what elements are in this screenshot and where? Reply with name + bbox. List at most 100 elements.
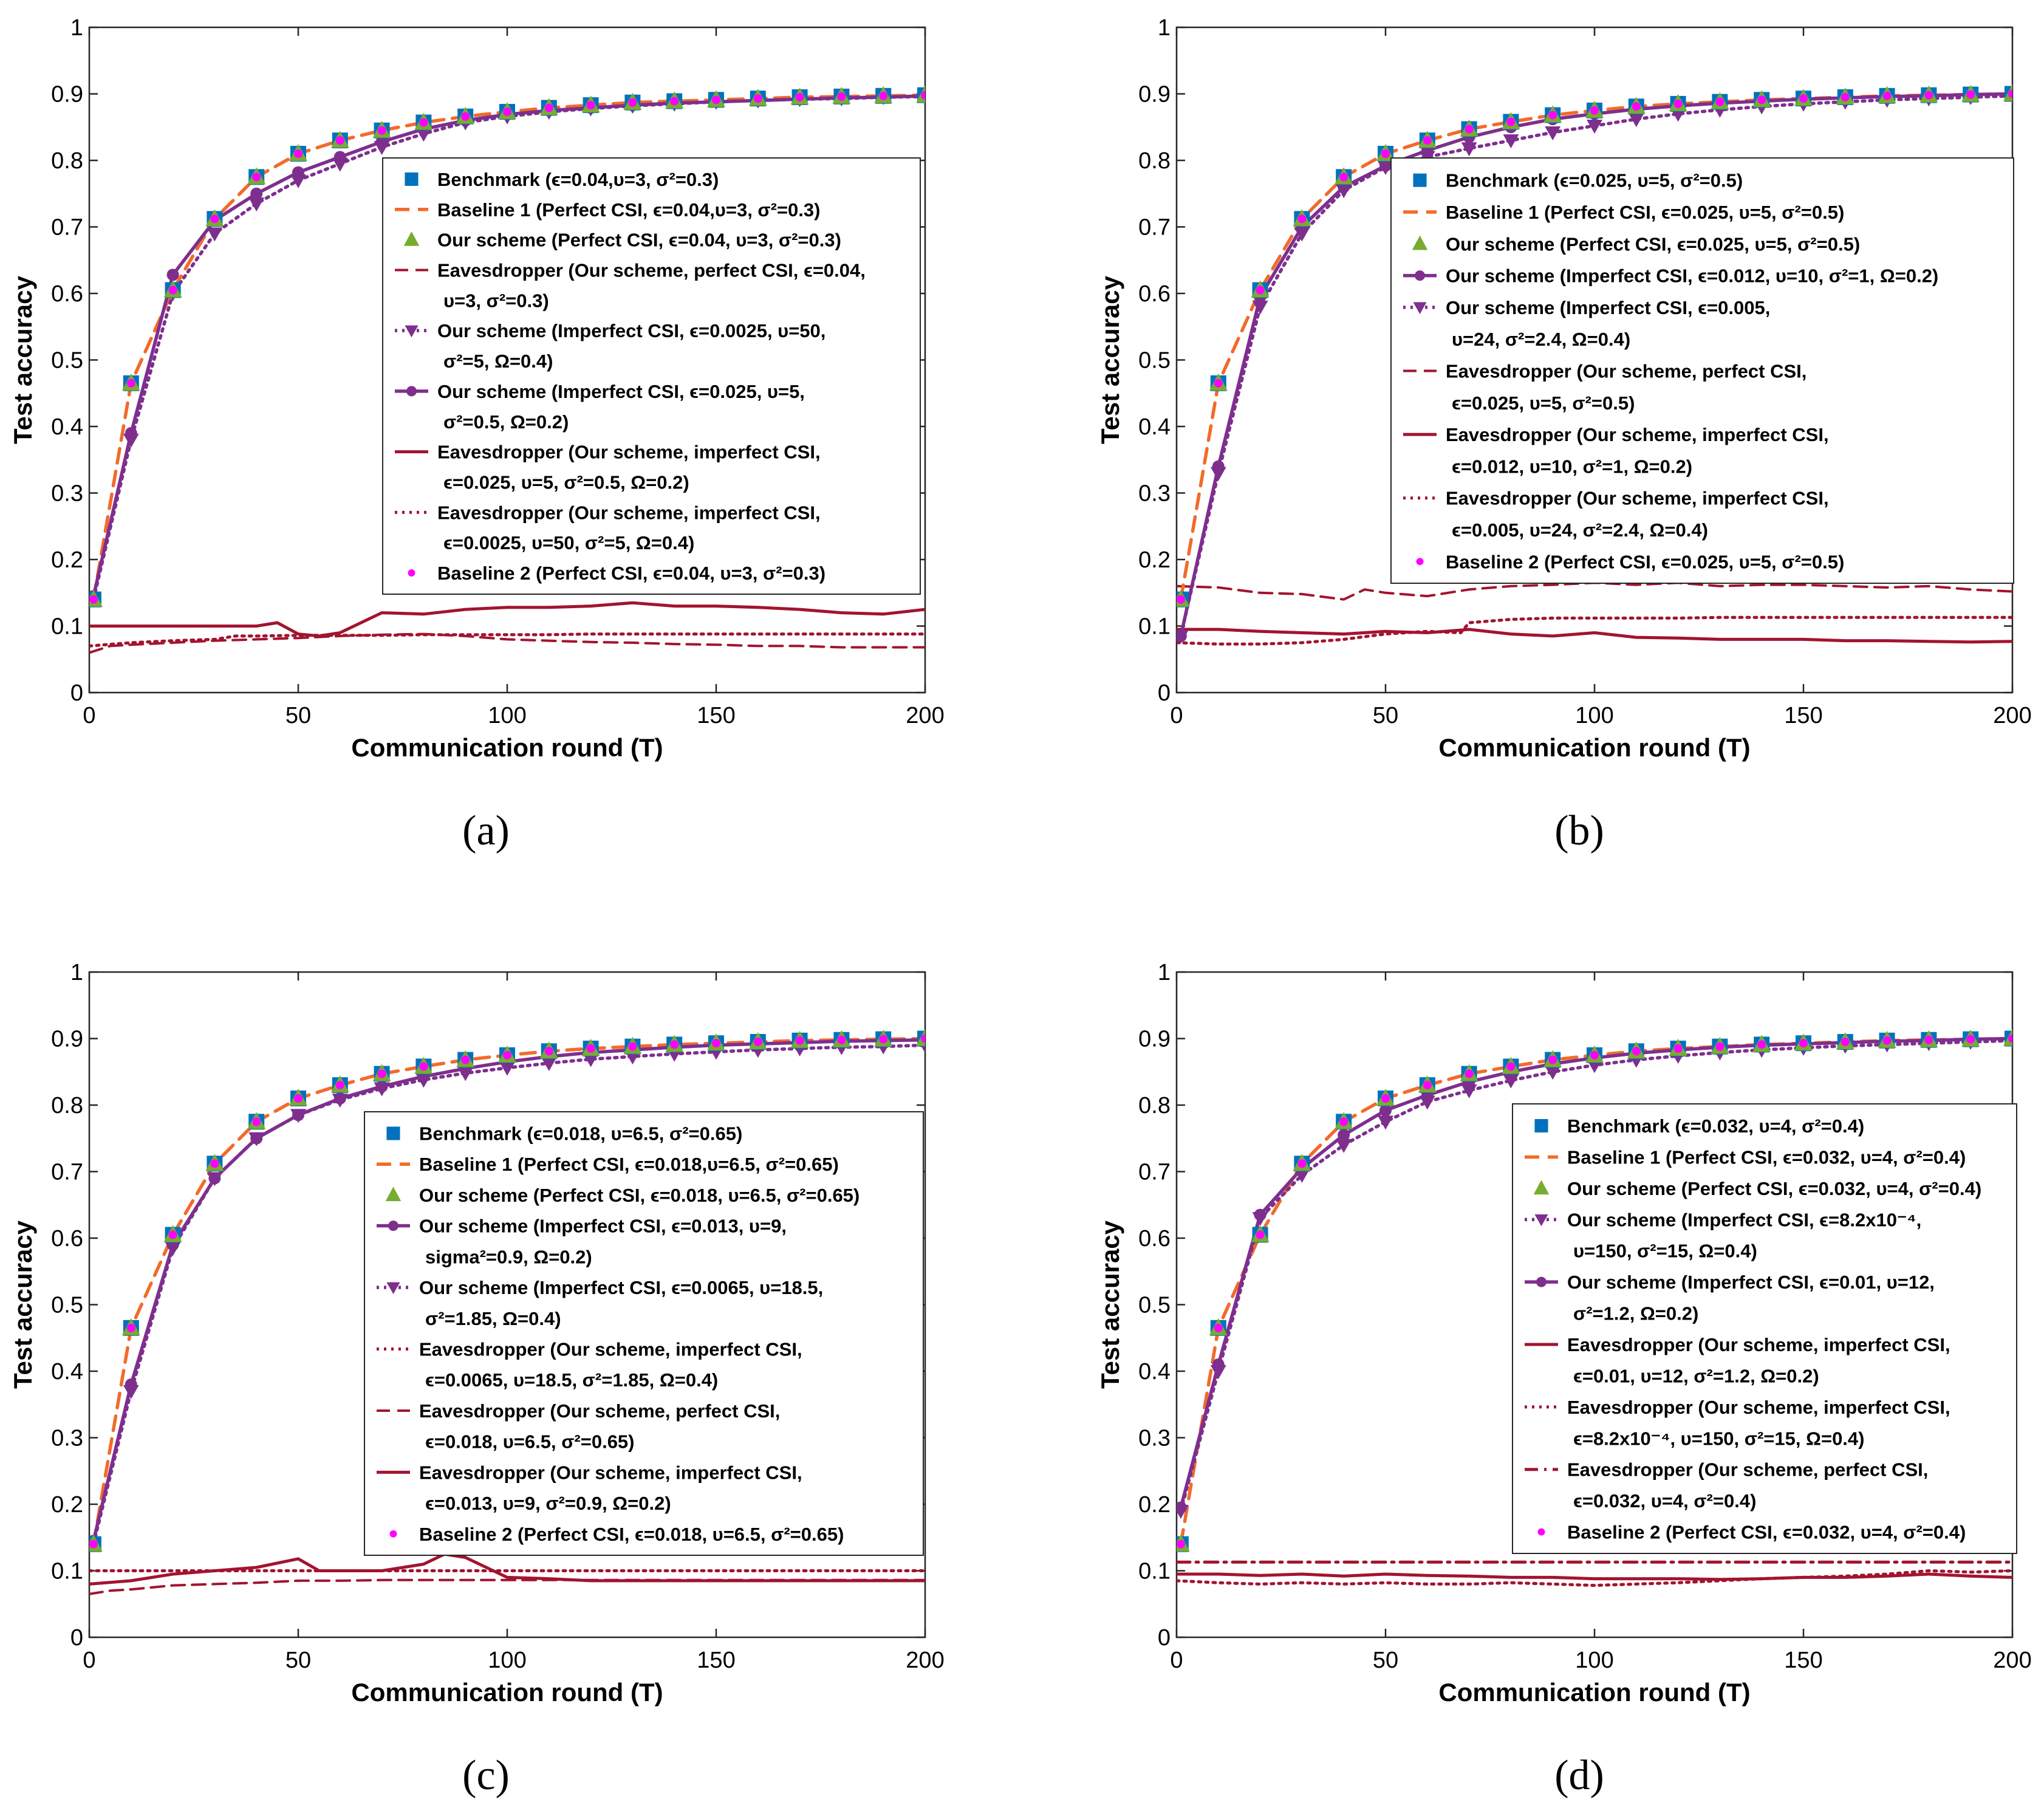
legend-label: σ²=1.85, Ω=0.4) [425,1308,561,1329]
data-point-base2 [1799,94,1808,103]
legend-label: Eavesdropper (Our scheme, imperfect CSI, [1446,488,1829,509]
data-point-base2 [586,101,595,110]
data-point-base2 [1757,95,1766,104]
y-tick-label: 0.3 [51,1426,83,1451]
y-axis-label: Test accuracy [1096,1220,1124,1389]
y-tick-label: 0.8 [51,148,83,174]
series-line-eve_i1 [1177,1572,2012,1581]
legend-item-bench: Benchmark (ϵ=0.032, υ=4, σ²=0.4) [1534,1115,1864,1137]
data-point-base2 [252,1117,261,1126]
y-tick-label: 0.9 [1138,82,1171,108]
legend-swatch-marker [403,231,420,246]
x-axis-label: Communication round (T) [351,1678,663,1707]
series-eve_i2 [89,632,925,648]
data-point-base2 [1423,1081,1432,1090]
data-point-base2 [210,1159,219,1168]
legend-item-ours_p: Our scheme (Perfect CSI, ϵ=0.032, υ=4, σ… [1533,1178,1981,1199]
legend-box [382,157,921,595]
legend-label: σ²=1.2, Ω=0.2) [1573,1303,1698,1324]
y-tick-label: 0.5 [51,1293,83,1318]
legend-label: Baseline 2 (Perfect CSI, ϵ=0.018, υ=6.5,… [419,1524,844,1545]
y-tick-label: 0.8 [1138,148,1171,174]
data-point-base2 [294,1094,302,1103]
data-point-base2 [1757,1040,1766,1049]
data-point-base2 [1632,1047,1641,1056]
y-tick-label: 0.3 [51,481,83,507]
data-point-base2 [2008,89,2012,98]
data-point-base2 [1882,91,1892,100]
data-point-base2 [1924,91,1933,100]
legend-label: Our scheme (Perfect CSI, ϵ=0.025, υ=5, σ… [1446,233,1860,255]
data-point-base2 [1214,378,1223,388]
legend-label: Eavesdropper (Our scheme, imperfect CSI, [1567,1397,1950,1418]
data-point-imp1 [1177,629,1187,642]
y-tick-label: 0.2 [51,1492,83,1518]
y-tick-label: 0.5 [1138,1293,1171,1318]
data-point-imp2 [1503,1074,1519,1089]
legend-item-eve_p: Eavesdropper (Our scheme, perfect CSI, ϵ=… [1403,361,1806,414]
legend-item-eve_p: Eavesdropper (Our scheme, perfect CSI, ϵ… [395,259,866,311]
x-tick-label: 0 [1170,1648,1183,1673]
y-tick-label: 0.6 [1138,1226,1171,1252]
legend-item-imp1: Our scheme (Imperfect CSI, ϵ=0.013, υ=9,… [377,1216,787,1267]
legend-swatch-marker [1412,235,1428,250]
data-point-base2 [921,1034,925,1043]
data-point-imp2 [248,197,265,212]
data-point-base2 [1423,136,1432,145]
legend-item-eve_i1: Eavesdropper (Our scheme, imperfect CSI,… [395,442,821,493]
legend-item-imp2: Our scheme (Imperfect CSI, ϵ=8.2x10⁻⁴, υ=… [1525,1209,1921,1262]
data-point-base2 [670,97,679,106]
legend-label: Our scheme (Perfect CSI, ϵ=0.018, υ=6.5,… [419,1185,860,1206]
legend-label: ϵ=8.2x10⁻⁴, υ=150, σ²=15, Ω=0.4) [1573,1428,1865,1449]
data-point-base2 [1177,595,1185,604]
y-tick-label: 0.8 [1138,1093,1171,1118]
data-point-base2 [335,1081,344,1090]
data-point-base2 [1297,214,1307,224]
data-point-imp1 [125,426,137,439]
data-point-base2 [1841,1037,1850,1046]
legend-label: ϵ=0.025, υ=5, σ²=0.5) [1452,392,1635,414]
y-tick-label: 0.8 [51,1093,83,1118]
legend-item-eve_i2: Eavesdropper (Our scheme, imperfect CSI,… [377,1339,802,1391]
legend-item-imp2: Our scheme (Imperfect CSI, ϵ=0.0065, υ=1… [377,1277,823,1329]
legend-swatch-marker [1536,1276,1547,1287]
legend-item-ours_p: Our scheme (Perfect CSI, ϵ=0.025, υ=5, σ… [1412,233,1860,255]
x-tick-label: 100 [488,1648,526,1673]
x-axis-label: Communication round (T) [351,733,663,762]
legend-swatch-marker [385,1186,402,1202]
data-point-base2 [252,173,261,182]
data-point-imp1 [375,135,388,148]
legend-swatch-marker [386,1282,400,1295]
y-tick-label: 0 [70,680,83,706]
legend-label: ϵ=0.032, υ=4, σ²=0.4) [1573,1490,1756,1512]
data-point-imp2 [290,174,306,188]
legend-swatch-marker [1534,1214,1548,1227]
panel-label: (c) [462,1752,510,1799]
y-tick-label: 0.9 [51,1027,83,1052]
data-point-imp1 [1177,1501,1187,1514]
legend-item-base1: Baseline 1 (Perfect CSI, ϵ=0.025, υ=5, σ… [1403,202,1844,223]
legend-box [1390,157,2014,584]
legend-label: Eavesdropper (Our scheme, imperfect CSI, [437,502,821,523]
series-base2 [89,91,925,604]
data-point-imp1 [1338,1129,1350,1142]
legend-label: ϵ=0.012, υ=10, σ²=1, Ω=0.2) [1452,456,1692,477]
data-point-base2 [1381,149,1390,159]
y-tick-label: 0.2 [51,547,83,573]
legend-item-eve_i1: Eavesdropper (Our scheme, imperfect CSI,… [1525,1334,1950,1386]
legend-label: Eavesdropper (Our scheme, perfect CSI, [1446,361,1806,382]
y-tick-label: 0.6 [1138,281,1171,307]
data-point-imp2 [1503,134,1519,149]
x-tick-label: 200 [906,1648,944,1673]
data-point-imp2 [1461,142,1477,157]
legend-label: Baseline 2 (Perfect CSI, ϵ=0.04, υ=3, σ²… [437,563,825,584]
legend-label: σ²=5, Ω=0.4) [443,351,553,372]
data-point-base2 [544,103,553,112]
legend-label: ϵ=0.0065, υ=18.5, σ²=1.85, Ω=0.4) [425,1369,718,1391]
data-point-base2 [377,1069,386,1078]
data-point-base2 [837,1035,846,1044]
legend-swatch-marker [408,569,415,577]
y-tick-label: 0.5 [51,348,83,374]
legend-item-ours_p: Our scheme (Perfect CSI, ϵ=0.018, υ=6.5,… [385,1185,860,1206]
series-base2 [1177,89,2012,604]
